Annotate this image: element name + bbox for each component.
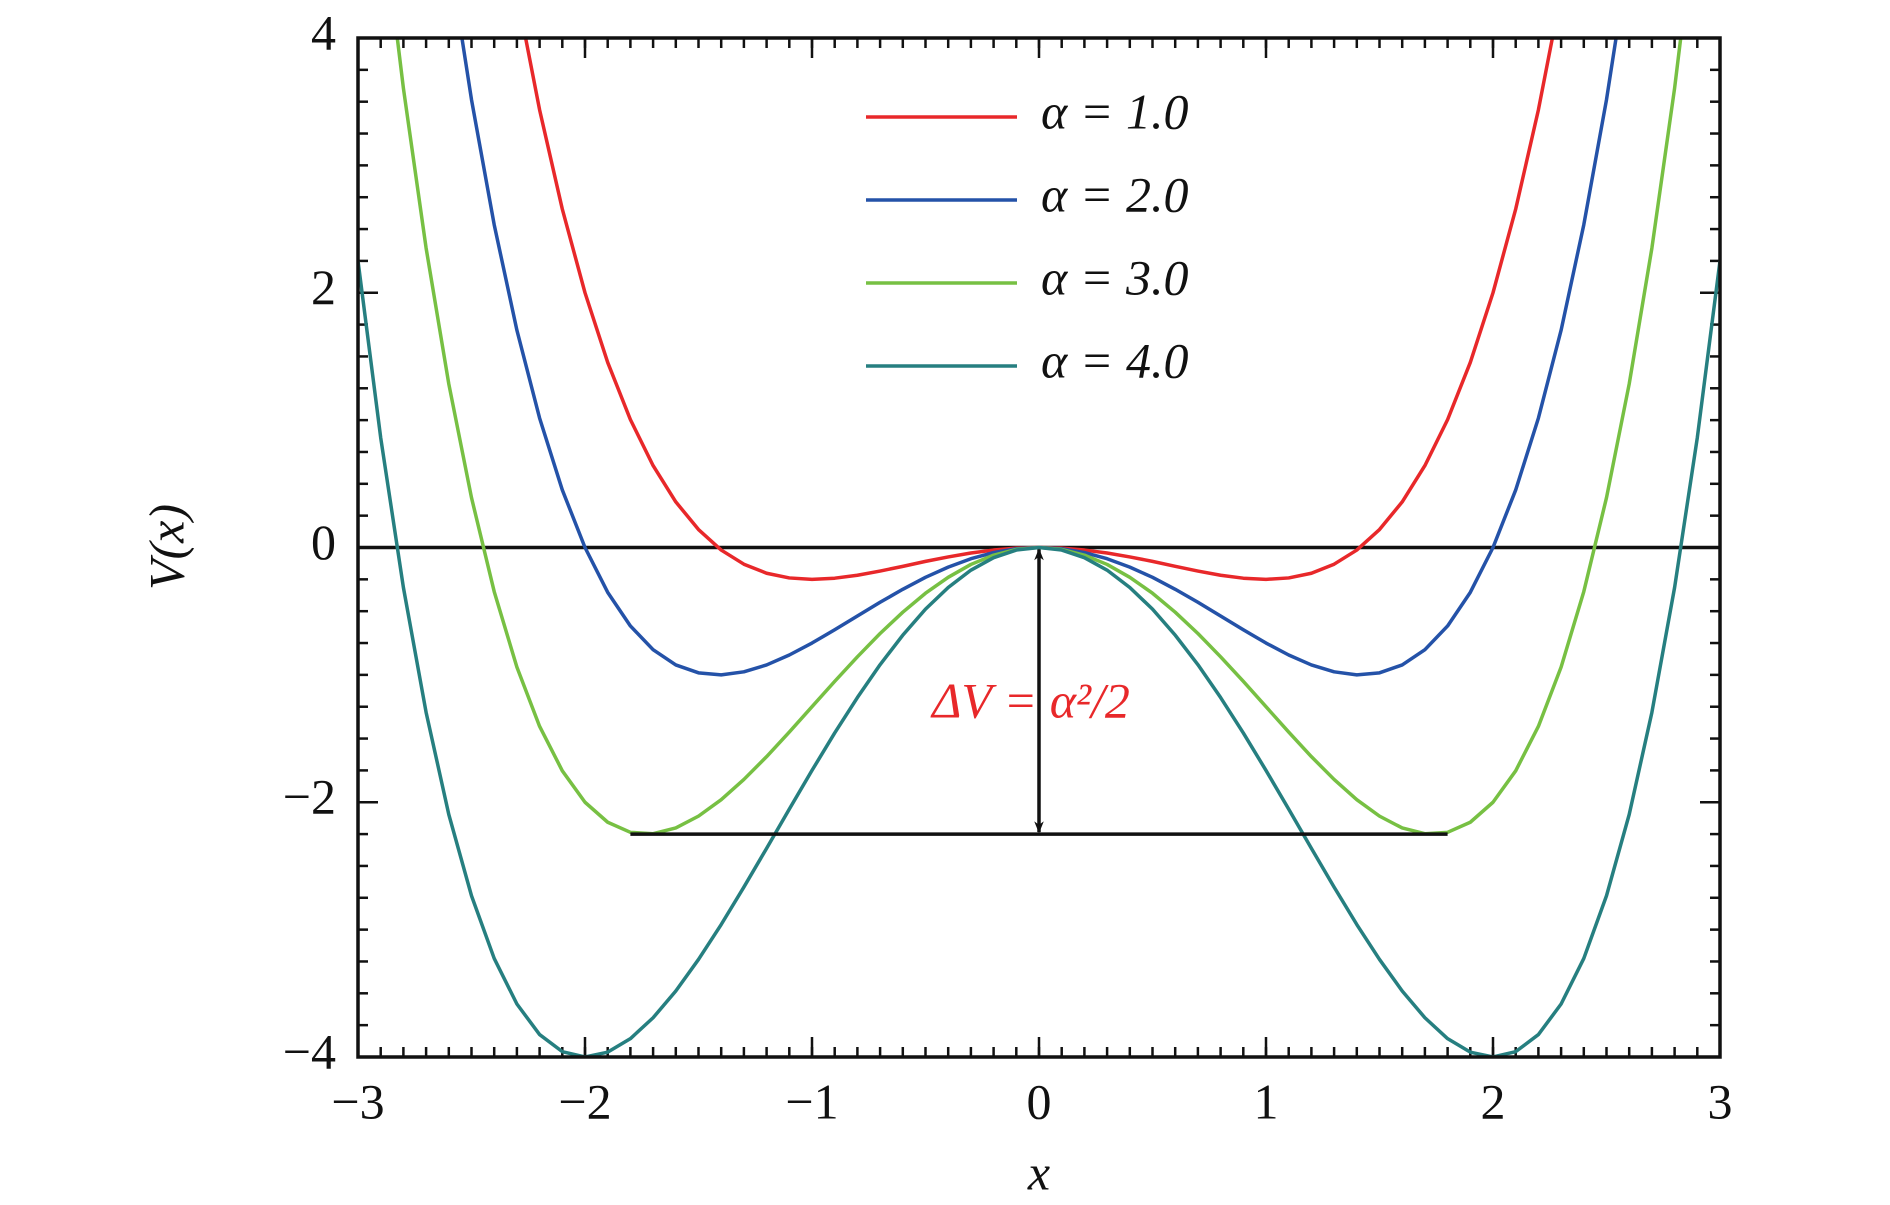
y-tick-label: 0 <box>311 514 336 570</box>
y-tick-label: −2 <box>283 769 336 825</box>
series-line <box>523 38 1555 582</box>
x-tick-label: −2 <box>558 1073 611 1129</box>
annotation: ΔV = α²/2 <box>930 672 1130 728</box>
plot-frame <box>356 36 1722 1059</box>
x-tick-label: 3 <box>1708 1073 1733 1129</box>
y-tick-label: 2 <box>311 259 336 315</box>
x-tick-label: 0 <box>1027 1073 1052 1129</box>
y-axis-label: V(x) <box>138 504 194 590</box>
legend-label: α = 2.0 <box>1041 166 1189 222</box>
legend-label: α = 1.0 <box>1041 83 1189 139</box>
x-axis-label: x <box>1027 1144 1050 1200</box>
y-tick-label: 4 <box>311 4 336 60</box>
legend-label: α = 4.0 <box>1041 332 1189 388</box>
x-tick-label: 1 <box>1254 1073 1279 1129</box>
legend-label: α = 3.0 <box>1041 249 1189 305</box>
x-tick-label: −1 <box>785 1073 838 1129</box>
series-line <box>358 260 1720 1057</box>
y-tick-label: −4 <box>283 1023 336 1079</box>
plot-area <box>358 38 1720 1057</box>
x-tick-label: −3 <box>331 1073 384 1129</box>
x-tick-label: 2 <box>1481 1073 1506 1129</box>
